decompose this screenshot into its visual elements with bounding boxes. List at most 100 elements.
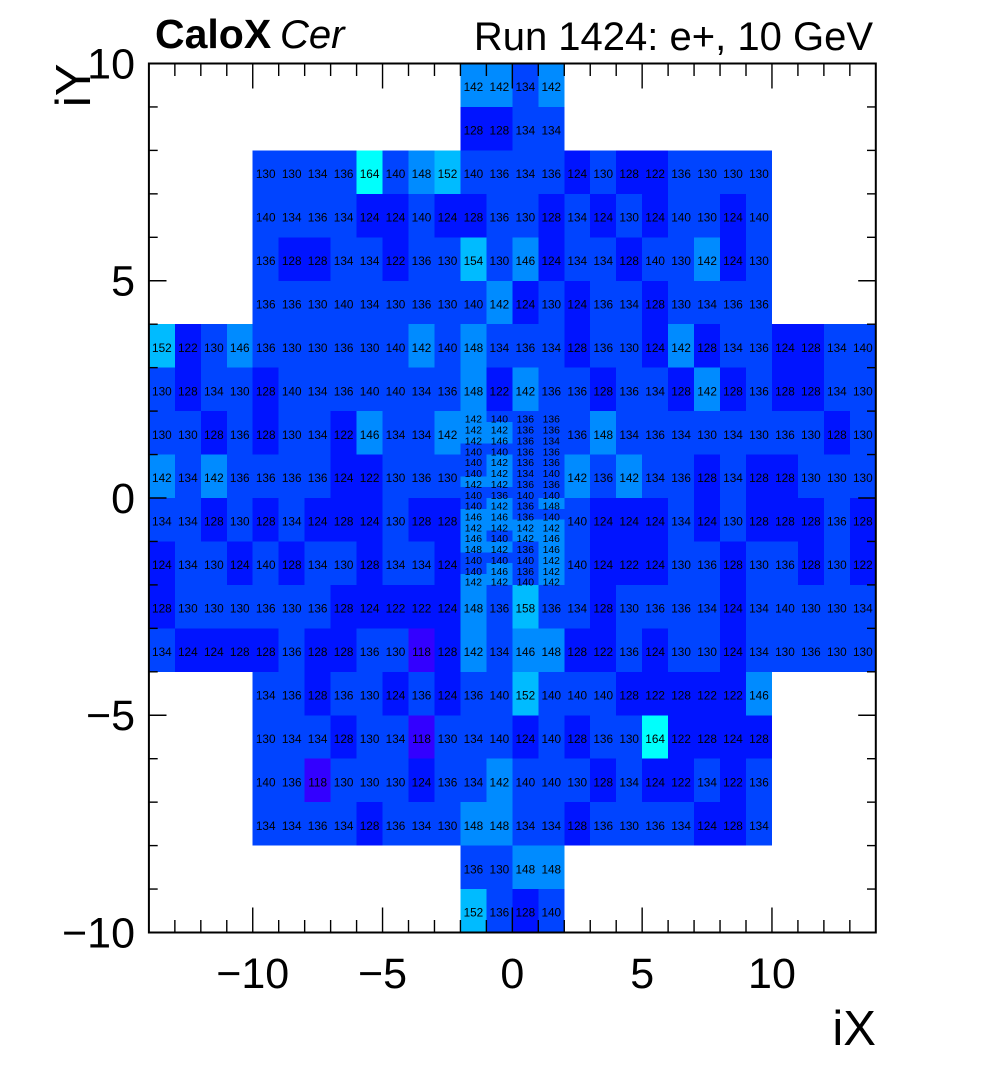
- svg-text:128: 128: [567, 341, 587, 355]
- svg-text:134: 134: [723, 471, 743, 485]
- svg-text:142: 142: [541, 80, 561, 94]
- svg-text:134: 134: [541, 819, 561, 833]
- svg-text:128: 128: [853, 515, 873, 529]
- svg-text:140: 140: [541, 688, 561, 702]
- svg-text:142: 142: [619, 471, 639, 485]
- svg-text:130: 130: [515, 211, 535, 225]
- svg-text:124: 124: [515, 297, 535, 311]
- svg-text:128: 128: [334, 602, 354, 616]
- svg-text:142: 142: [517, 534, 535, 545]
- svg-text:152: 152: [152, 341, 172, 355]
- svg-text:146: 146: [749, 688, 769, 702]
- svg-text:140: 140: [256, 775, 276, 789]
- svg-text:140: 140: [464, 297, 484, 311]
- svg-text:136: 136: [308, 471, 328, 485]
- svg-text:−10: −10: [62, 909, 135, 957]
- svg-text:140: 140: [853, 341, 873, 355]
- svg-text:140: 140: [282, 384, 302, 398]
- svg-text:142: 142: [697, 384, 717, 398]
- svg-text:130: 130: [282, 602, 302, 616]
- svg-text:124: 124: [593, 211, 613, 225]
- svg-text:−5: −5: [358, 950, 407, 998]
- svg-text:128: 128: [282, 254, 302, 268]
- svg-text:128: 128: [671, 384, 691, 398]
- svg-text:136: 136: [645, 602, 665, 616]
- svg-text:164: 164: [360, 167, 380, 181]
- svg-text:130: 130: [360, 732, 380, 746]
- svg-text:136: 136: [697, 558, 717, 572]
- svg-text:140: 140: [517, 556, 535, 567]
- svg-text:134: 134: [515, 167, 535, 181]
- svg-text:140: 140: [517, 578, 535, 589]
- svg-text:124: 124: [360, 602, 380, 616]
- svg-text:134: 134: [567, 602, 587, 616]
- svg-text:128: 128: [256, 384, 276, 398]
- svg-text:148: 148: [543, 502, 561, 513]
- svg-text:130: 130: [801, 428, 821, 442]
- svg-text:130: 130: [827, 471, 847, 485]
- svg-text:128: 128: [619, 688, 639, 702]
- svg-text:146: 146: [465, 512, 483, 523]
- svg-text:136: 136: [645, 428, 665, 442]
- svg-text:134: 134: [334, 211, 354, 225]
- svg-text:134: 134: [593, 254, 613, 268]
- svg-text:128: 128: [749, 732, 769, 746]
- svg-text:130: 130: [671, 645, 691, 659]
- svg-text:136: 136: [671, 167, 691, 181]
- svg-text:130: 130: [619, 819, 639, 833]
- svg-text:124: 124: [645, 341, 665, 355]
- svg-text:134: 134: [282, 819, 302, 833]
- svg-text:iX: iX: [832, 1002, 876, 1056]
- svg-text:136: 136: [567, 384, 587, 398]
- svg-text:130: 130: [827, 602, 847, 616]
- svg-text:130: 130: [152, 428, 172, 442]
- svg-text:148: 148: [593, 428, 613, 442]
- svg-text:128: 128: [334, 645, 354, 659]
- svg-text:142: 142: [465, 578, 483, 589]
- svg-text:128: 128: [567, 819, 587, 833]
- svg-text:134: 134: [178, 515, 198, 529]
- svg-text:136: 136: [517, 415, 535, 426]
- svg-text:146: 146: [491, 567, 509, 578]
- svg-text:136: 136: [256, 297, 276, 311]
- svg-text:134: 134: [515, 80, 535, 94]
- svg-text:146: 146: [360, 428, 380, 442]
- svg-text:128: 128: [438, 645, 458, 659]
- svg-text:124: 124: [645, 645, 665, 659]
- svg-text:134: 134: [827, 384, 847, 398]
- svg-text:134: 134: [360, 297, 380, 311]
- svg-text:140: 140: [256, 211, 276, 225]
- svg-text:142: 142: [543, 578, 561, 589]
- svg-text:122: 122: [178, 341, 198, 355]
- svg-text:128: 128: [723, 384, 743, 398]
- svg-text:130: 130: [619, 341, 639, 355]
- svg-text:134: 134: [308, 384, 328, 398]
- svg-text:128: 128: [593, 384, 613, 398]
- svg-text:10: 10: [87, 40, 135, 88]
- svg-text:128: 128: [567, 645, 587, 659]
- svg-text:124: 124: [204, 645, 224, 659]
- svg-text:128: 128: [801, 384, 821, 398]
- svg-text:140: 140: [491, 556, 509, 567]
- svg-text:128: 128: [282, 558, 302, 572]
- svg-text:136: 136: [543, 480, 561, 491]
- svg-text:136: 136: [334, 688, 354, 702]
- svg-text:130: 130: [490, 254, 510, 268]
- svg-text:128: 128: [827, 428, 847, 442]
- svg-text:124: 124: [723, 602, 743, 616]
- svg-text:136: 136: [256, 341, 276, 355]
- svg-text:124: 124: [593, 515, 613, 529]
- svg-text:124: 124: [645, 775, 665, 789]
- svg-text:130: 130: [386, 471, 406, 485]
- svg-text:130: 130: [827, 558, 847, 572]
- svg-text:140: 140: [515, 775, 535, 789]
- svg-text:118: 118: [412, 732, 431, 746]
- svg-text:136: 136: [282, 688, 302, 702]
- svg-text:136: 136: [543, 426, 561, 437]
- svg-text:128: 128: [801, 558, 821, 572]
- svg-text:134: 134: [541, 341, 561, 355]
- svg-text:130: 130: [697, 211, 717, 225]
- svg-text:140: 140: [465, 469, 483, 480]
- svg-text:142: 142: [465, 426, 483, 437]
- svg-text:142: 142: [490, 297, 510, 311]
